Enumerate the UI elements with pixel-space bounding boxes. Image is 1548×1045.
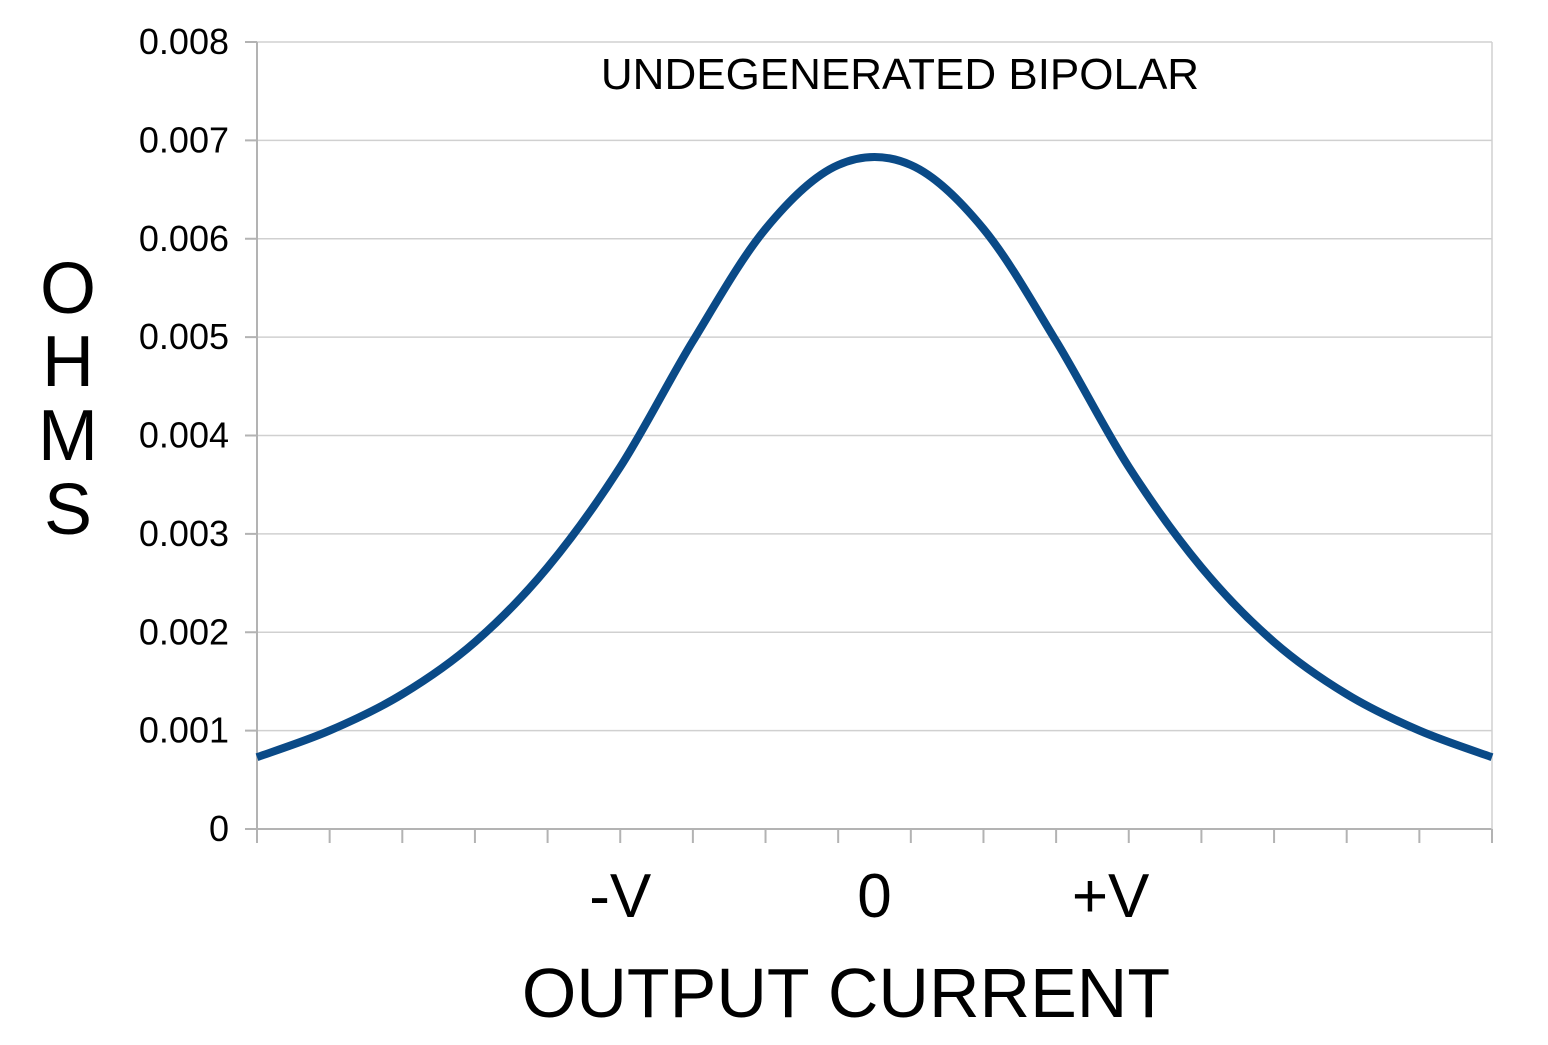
y-tick-label: 0.004 bbox=[139, 415, 229, 456]
y-tick-label: 0.008 bbox=[139, 21, 229, 62]
x-tick-label: 0 bbox=[857, 862, 891, 931]
y-tick-label: 0.006 bbox=[139, 218, 229, 259]
y-axis-label-letter: M bbox=[38, 396, 98, 476]
x-axis-label: OUTPUT CURRENT bbox=[522, 954, 1170, 1032]
x-tick-label: +V bbox=[1072, 862, 1150, 931]
series-line bbox=[255, 153, 1494, 761]
y-axis-label-letter: O bbox=[40, 249, 96, 329]
x-axis-ticks: -V 0 +V bbox=[256, 829, 1493, 931]
y-tick-label: 0.001 bbox=[139, 710, 229, 751]
y-tick-label: 0 bbox=[209, 808, 229, 849]
y-axis-label-letter: S bbox=[44, 470, 92, 550]
chart-title: UNDEGENERATED BIPOLAR bbox=[601, 50, 1199, 99]
y-tick-label: 0.003 bbox=[139, 513, 229, 554]
y-axis-ticks: 0 0.001 0.002 0.003 0.004 0.005 0.006 0.007 0.00… bbox=[139, 21, 257, 849]
y-axis-label-letter: H bbox=[42, 322, 94, 402]
y-tick-label: 0.005 bbox=[139, 316, 229, 357]
x-tick-label: -V bbox=[589, 862, 652, 931]
y-tick-label: 0.002 bbox=[139, 611, 229, 652]
y-axis-label: O H M S bbox=[38, 249, 98, 550]
y-tick-label: 0.007 bbox=[139, 119, 229, 160]
gridlines bbox=[256, 41, 1493, 830]
series-layer bbox=[255, 153, 1494, 761]
